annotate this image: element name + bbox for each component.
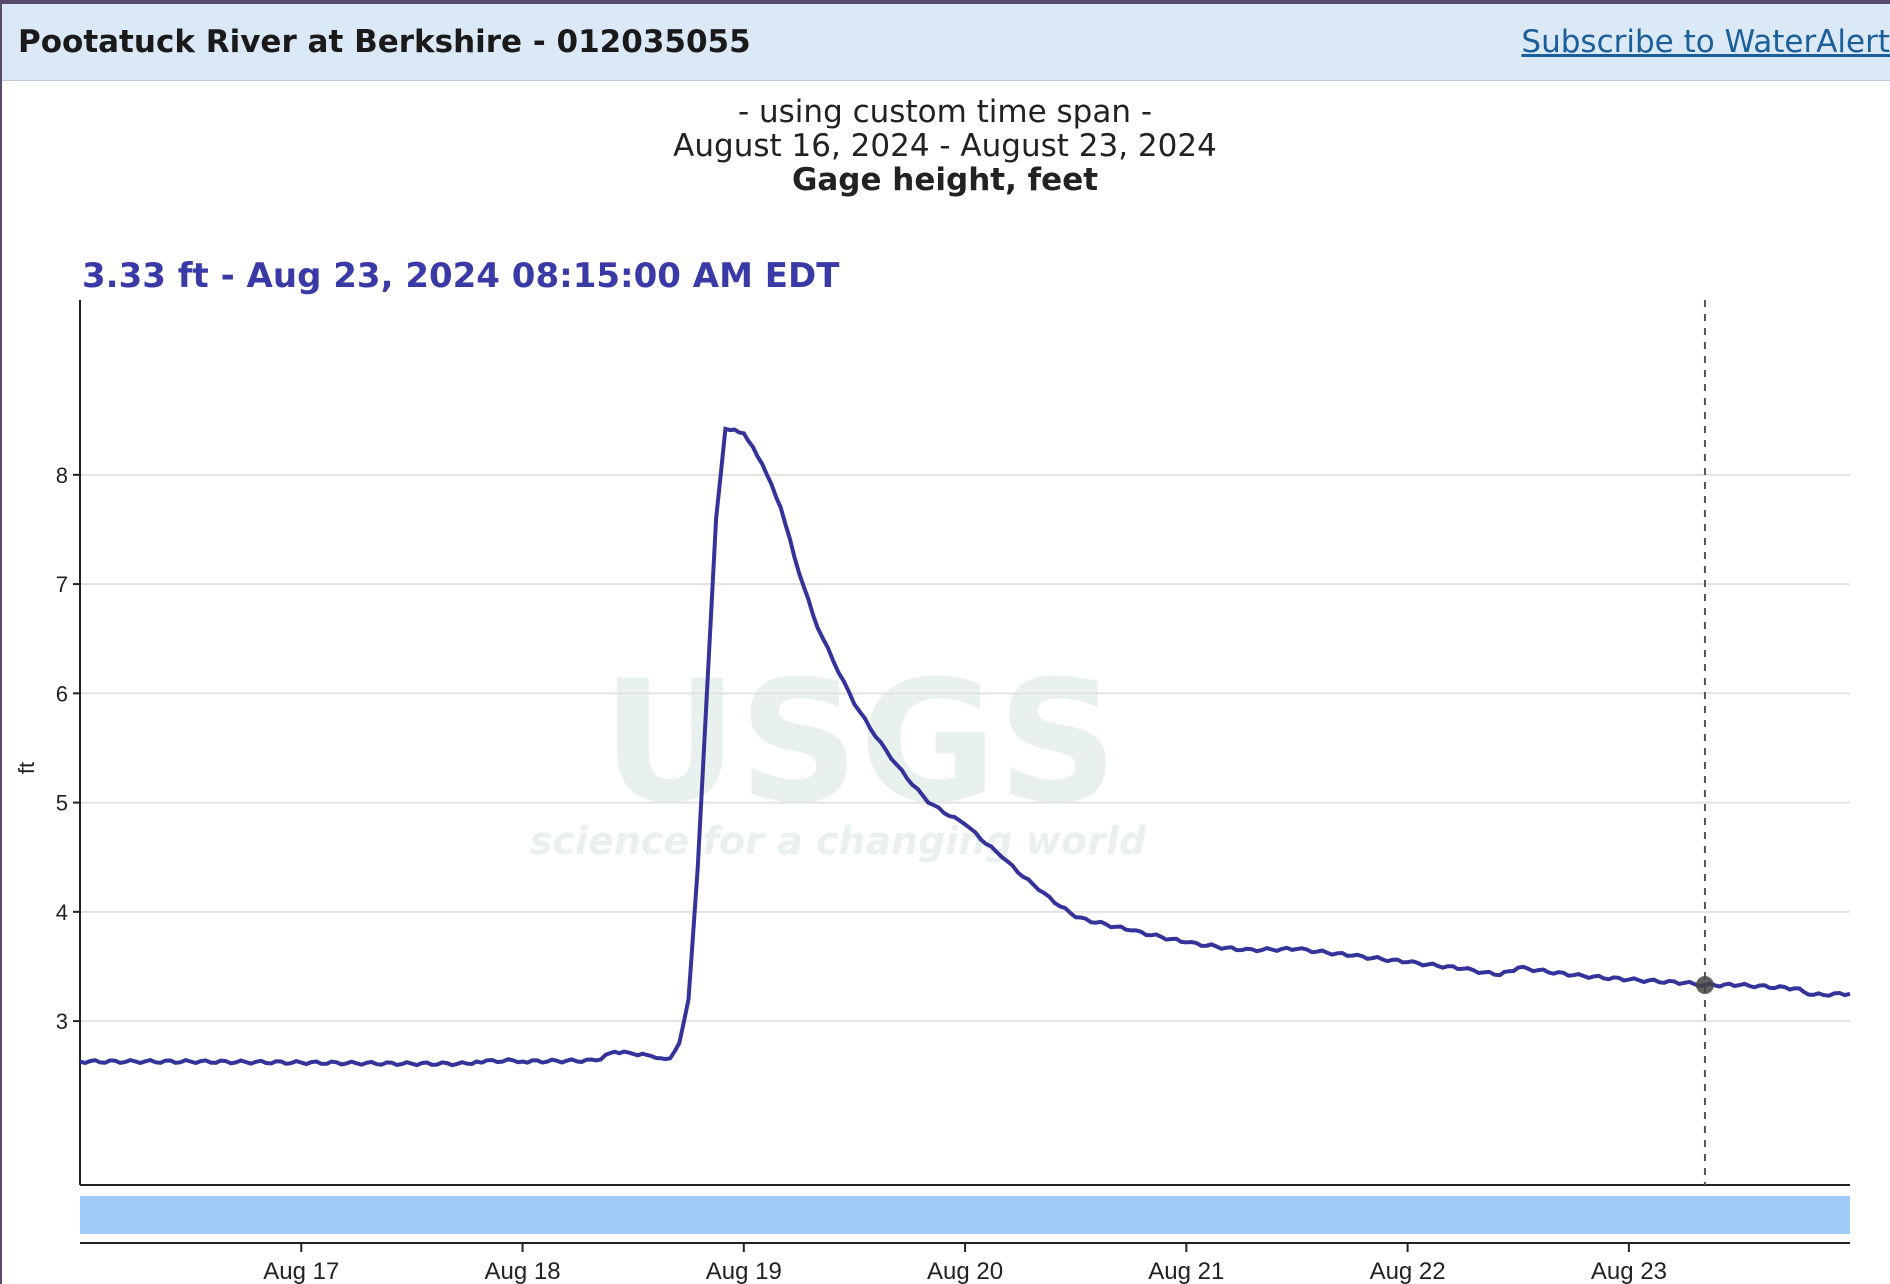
- y-tick-label: 6: [56, 681, 68, 706]
- time-brush-bar[interactable]: [80, 1196, 1850, 1234]
- y-axis-ticks: 3 4 5 6 7 8: [56, 463, 80, 1034]
- cursor-marker[interactable]: [1695, 976, 1714, 995]
- x-tick-label: Aug 18: [484, 1258, 560, 1284]
- window-top-border: [0, 0, 1890, 4]
- x-tick-label: Aug 21: [1148, 1258, 1224, 1284]
- gridlines: [80, 473, 1850, 1023]
- site-title: Pootatuck River at Berkshire - 012035055: [18, 24, 751, 60]
- usgs-watermark: USGS science for a changing world: [530, 644, 1147, 863]
- usgs-logo-text: USGS: [602, 644, 1118, 840]
- x-tick-label: Aug 19: [706, 1258, 782, 1284]
- date-range-label: August 16, 2024 - August 23, 2024: [673, 128, 1217, 164]
- y-tick-label: 5: [56, 791, 68, 816]
- x-tick-label: Aug 20: [927, 1258, 1003, 1284]
- subscribe-wateralert-link[interactable]: Subscribe to WaterAlert: [1521, 24, 1890, 60]
- window-left-border: [0, 0, 2, 1284]
- axes: [79, 300, 1850, 1186]
- x-tick-label: Aug 17: [263, 1258, 339, 1284]
- gage-height-series-line: [79, 426, 1851, 1068]
- y-tick-label: 7: [56, 572, 68, 597]
- x-axis-ticks: Aug 17 Aug 18 Aug 19 Aug 20 Aug 21 Aug 22 Aug …: [80, 1242, 1850, 1284]
- usgs-tagline-text: science for a changing world: [530, 819, 1147, 863]
- x-tick-label: Aug 23: [1591, 1258, 1667, 1284]
- y-tick-label: 3: [56, 1009, 68, 1034]
- y-tick-label: 4: [56, 900, 68, 925]
- time-span-label: - using custom time span -: [737, 94, 1153, 130]
- y-axis-label: ft: [14, 762, 39, 774]
- site-header: Pootatuck River at Berkshire - 012035055…: [2, 4, 1890, 81]
- x-tick-label: Aug 22: [1370, 1258, 1446, 1284]
- cursor-readout: 3.33 ft - Aug 23, 2024 08:15:00 AM EDT: [82, 256, 840, 296]
- y-tick-label: 8: [56, 463, 68, 488]
- parameter-title: Gage height, feet: [791, 162, 1099, 198]
